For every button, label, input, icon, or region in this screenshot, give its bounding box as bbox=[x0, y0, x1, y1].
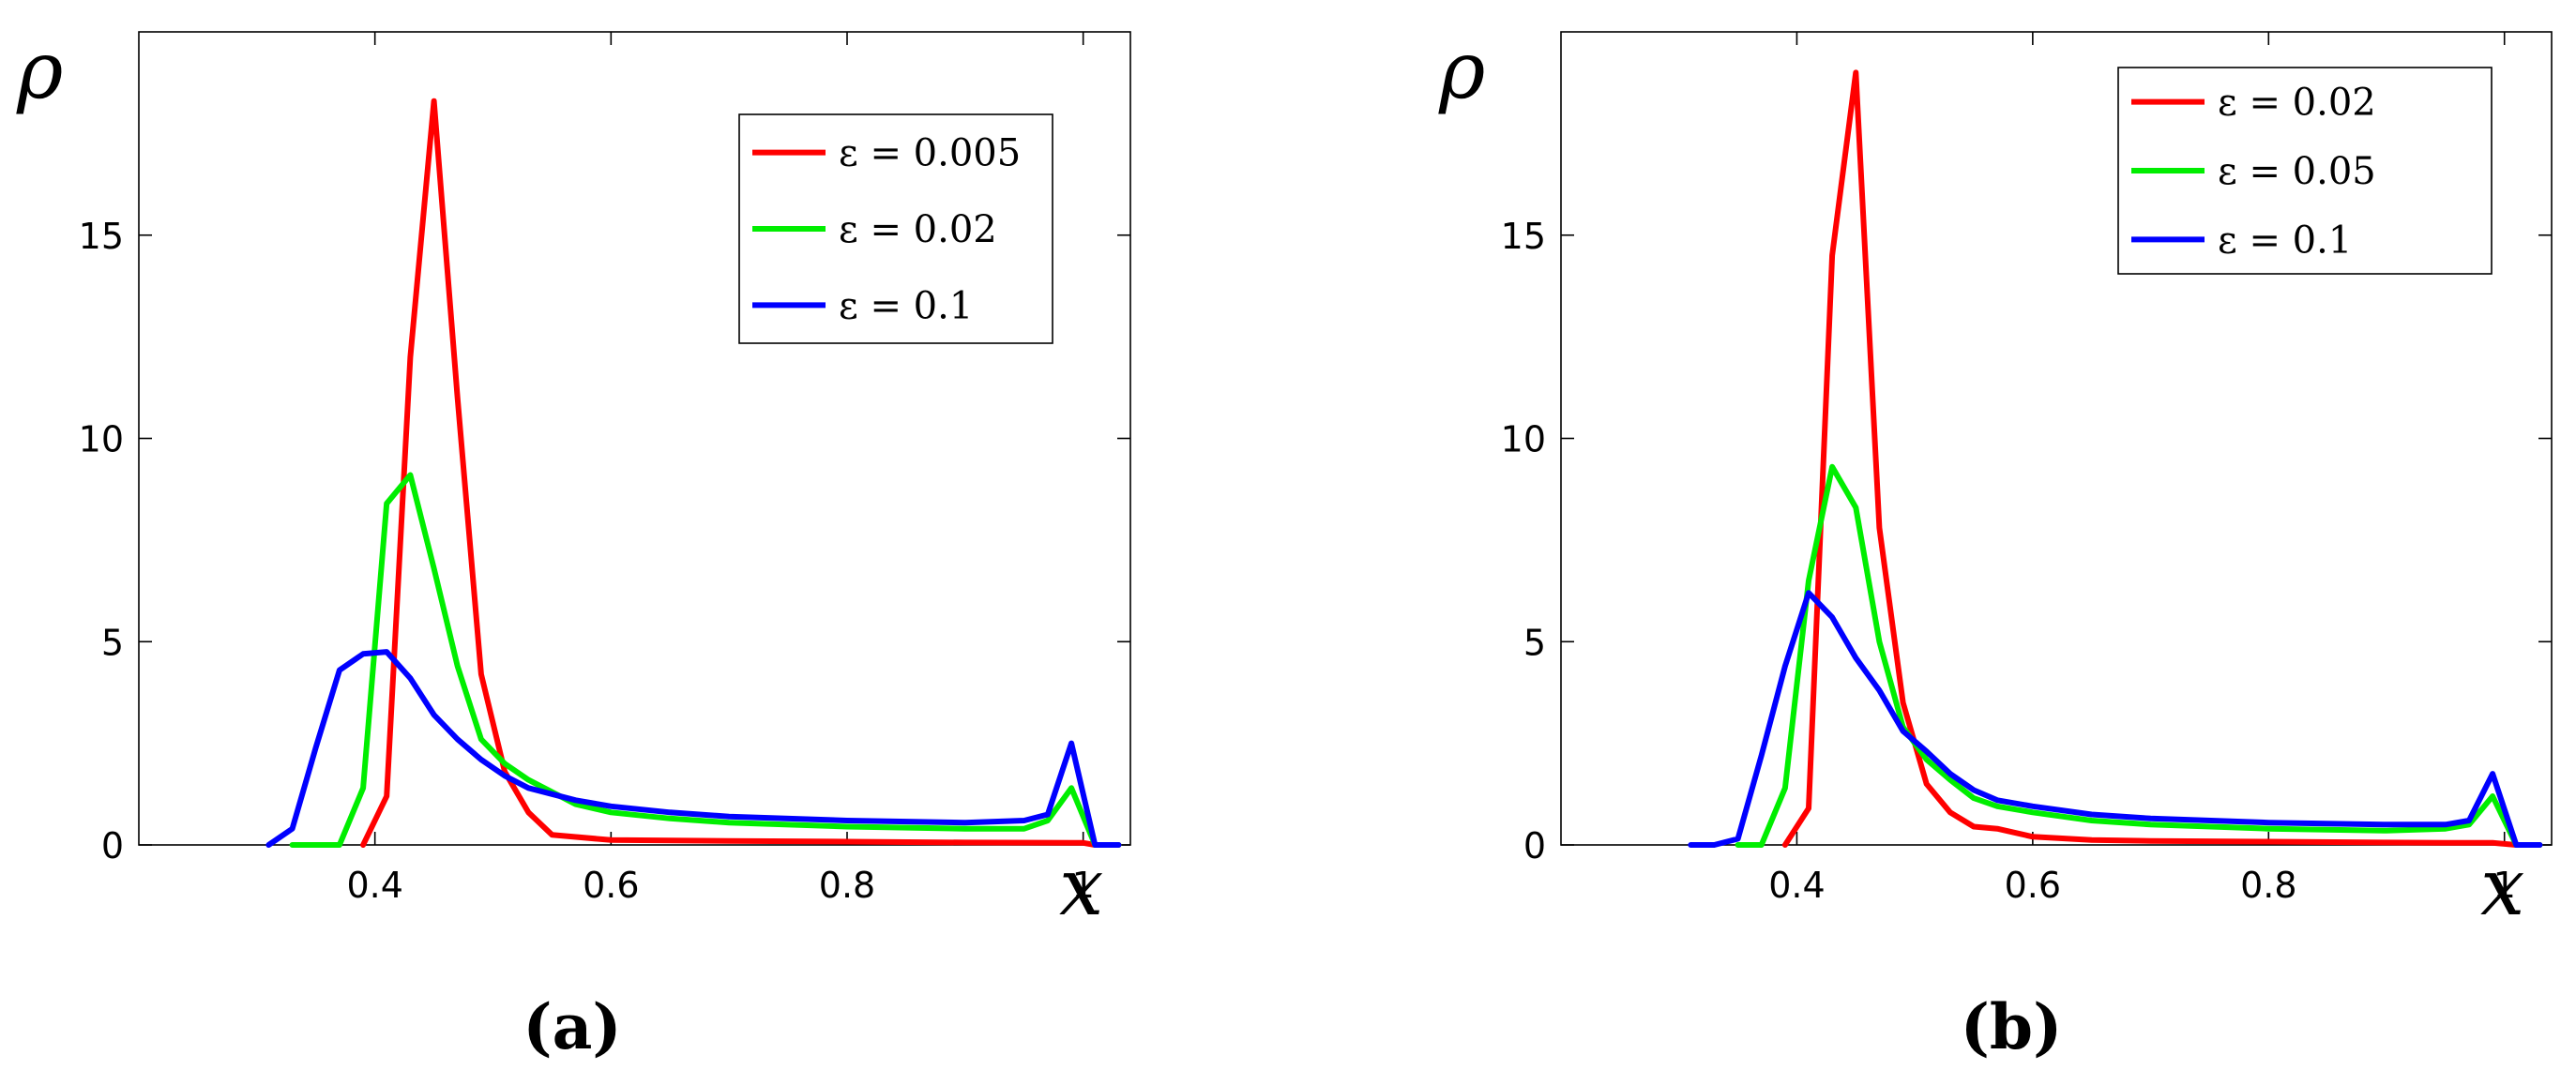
y-tick-label: 15 bbox=[79, 216, 124, 257]
y-tick-label: 10 bbox=[1501, 419, 1546, 460]
legend: ε = 0.005 ε = 0.02 ε = 0.1 bbox=[738, 113, 1053, 344]
x-tick-label: 1 bbox=[1072, 865, 1095, 906]
x-tick-label: 0.4 bbox=[346, 865, 402, 906]
y-tick-label: 0 bbox=[101, 825, 124, 866]
legend-label: ε = 0.02 bbox=[2218, 82, 2376, 125]
x-tick-label: 0.8 bbox=[2240, 865, 2296, 906]
x-tick-label: 0.6 bbox=[583, 865, 639, 906]
series-line-3[interactable] bbox=[265, 649, 1122, 848]
x-tick-label: 0.8 bbox=[819, 865, 875, 906]
legend-label: ε = 0.1 bbox=[839, 284, 973, 327]
y-tick-label: 15 bbox=[1501, 216, 1546, 257]
legend-label: ε = 0.05 bbox=[2218, 150, 2376, 193]
x-axis-label: x bbox=[1059, 841, 1103, 933]
x-tick-label: 1 bbox=[2493, 865, 2516, 906]
x-tick-label: 0.4 bbox=[1768, 865, 1825, 906]
panel-caption: (b) bbox=[1961, 990, 2063, 1063]
y-tick-label: 5 bbox=[1523, 622, 1546, 663]
y-tick-label: 5 bbox=[101, 622, 124, 663]
legend-label: ε = 0.005 bbox=[839, 132, 1021, 175]
legend-label: ε = 0.02 bbox=[839, 208, 997, 251]
x-tick-label: 0.6 bbox=[2005, 865, 2061, 906]
panel-caption: (a) bbox=[523, 990, 621, 1063]
series-line-1[interactable] bbox=[360, 98, 1122, 848]
series-line-2[interactable] bbox=[1735, 463, 2543, 848]
x-axis-label: x bbox=[2480, 841, 2524, 933]
y-tick-label: 0 bbox=[1523, 825, 1546, 866]
y-axis-label: ρ bbox=[16, 24, 63, 116]
legend-label: ε = 0.1 bbox=[2218, 219, 2352, 262]
series-line-3[interactable] bbox=[1688, 590, 2543, 848]
legend: ε = 0.02 ε = 0.05 ε = 0.1 bbox=[2117, 67, 2493, 275]
y-tick-label: 10 bbox=[79, 419, 124, 460]
series-line-1[interactable] bbox=[1781, 69, 2543, 848]
y-axis-label: ρ bbox=[1438, 24, 1485, 116]
